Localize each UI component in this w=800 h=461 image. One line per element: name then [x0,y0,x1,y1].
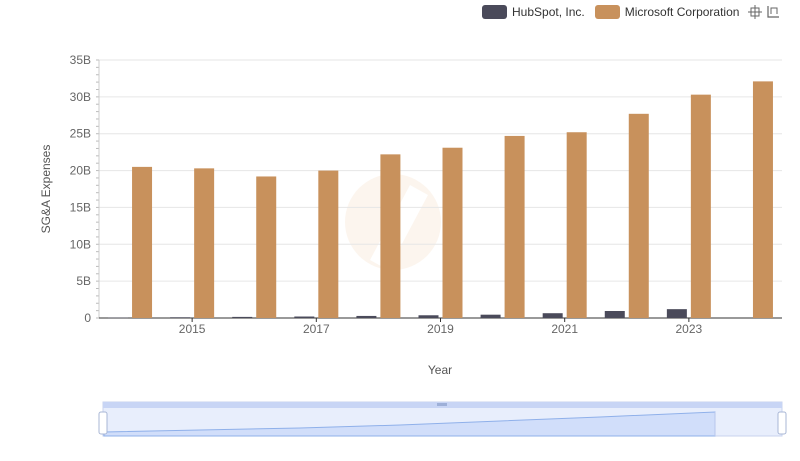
y-tick-label: 35B [70,53,91,67]
bar-hubspot[interactable] [666,309,687,318]
bar-hubspot[interactable] [356,315,377,318]
bar-hubspot[interactable] [170,317,191,318]
data-zoom-slider[interactable] [98,401,787,437]
bar-hubspot[interactable] [542,313,563,318]
y-tick-label: 30B [70,90,91,104]
zoom-reset-icon[interactable] [765,4,781,20]
toolbox [745,4,781,20]
legend-swatch-microsoft [594,5,620,19]
slider-handle-right[interactable] [777,411,787,435]
legend-item-hubspot[interactable]: HubSpot, Inc. [482,5,585,19]
x-tick-label: 2019 [427,322,454,336]
bar-microsoft[interactable] [380,154,401,318]
slider-drag-grip[interactable] [437,403,447,406]
x-tick-label: 2017 [303,322,330,336]
bar-microsoft[interactable] [442,147,463,318]
legend-swatch-hubspot [482,5,507,19]
bar-microsoft[interactable] [690,94,711,318]
bar-hubspot[interactable] [232,316,253,318]
y-tick-label: 20B [70,164,91,178]
bar-microsoft[interactable] [628,113,649,318]
bar-microsoft[interactable] [132,166,153,318]
x-axis-title: Year [428,363,452,377]
x-tick-label: 2015 [179,322,206,336]
legend-item-microsoft[interactable]: Microsoft Corporation [594,5,740,19]
slider-preview-area [103,411,716,437]
y-axis: 0 5B 10B 15B 20B 25B 30B 35B [70,53,100,325]
y-tick-label: 5B [76,274,91,288]
y-tick-label: 0 [84,311,91,325]
bar-microsoft[interactable] [566,132,587,318]
x-tick-label: 2023 [676,322,703,336]
bar-hubspot[interactable] [480,314,501,318]
y-tick-label: 10B [70,237,91,251]
legend-label-microsoft: Microsoft Corporation [624,5,740,19]
bar-microsoft[interactable] [752,81,773,319]
x-tick-label: 2021 [551,322,578,336]
bar-hubspot[interactable] [294,316,315,318]
bars [108,81,773,319]
legend-label-hubspot: HubSpot, Inc. [512,5,585,19]
bar-hubspot[interactable] [418,315,439,318]
y-tick-label: 25B [70,127,91,141]
bar-microsoft[interactable] [504,135,525,318]
zoom-icon[interactable] [747,4,763,20]
y-axis-title: SG&A Expenses [39,145,53,234]
slider-handle-left[interactable] [98,411,108,435]
bar-microsoft[interactable] [318,170,339,318]
legend: HubSpot, Inc. Microsoft Corporation [482,4,781,20]
y-tick-label: 15B [70,200,91,214]
bar-microsoft[interactable] [256,176,277,318]
bar-hubspot[interactable] [108,317,129,319]
bar-hubspot[interactable] [604,310,625,318]
bar-microsoft[interactable] [194,168,215,318]
x-axis: 2015 2017 2019 2021 2023 [99,317,782,336]
